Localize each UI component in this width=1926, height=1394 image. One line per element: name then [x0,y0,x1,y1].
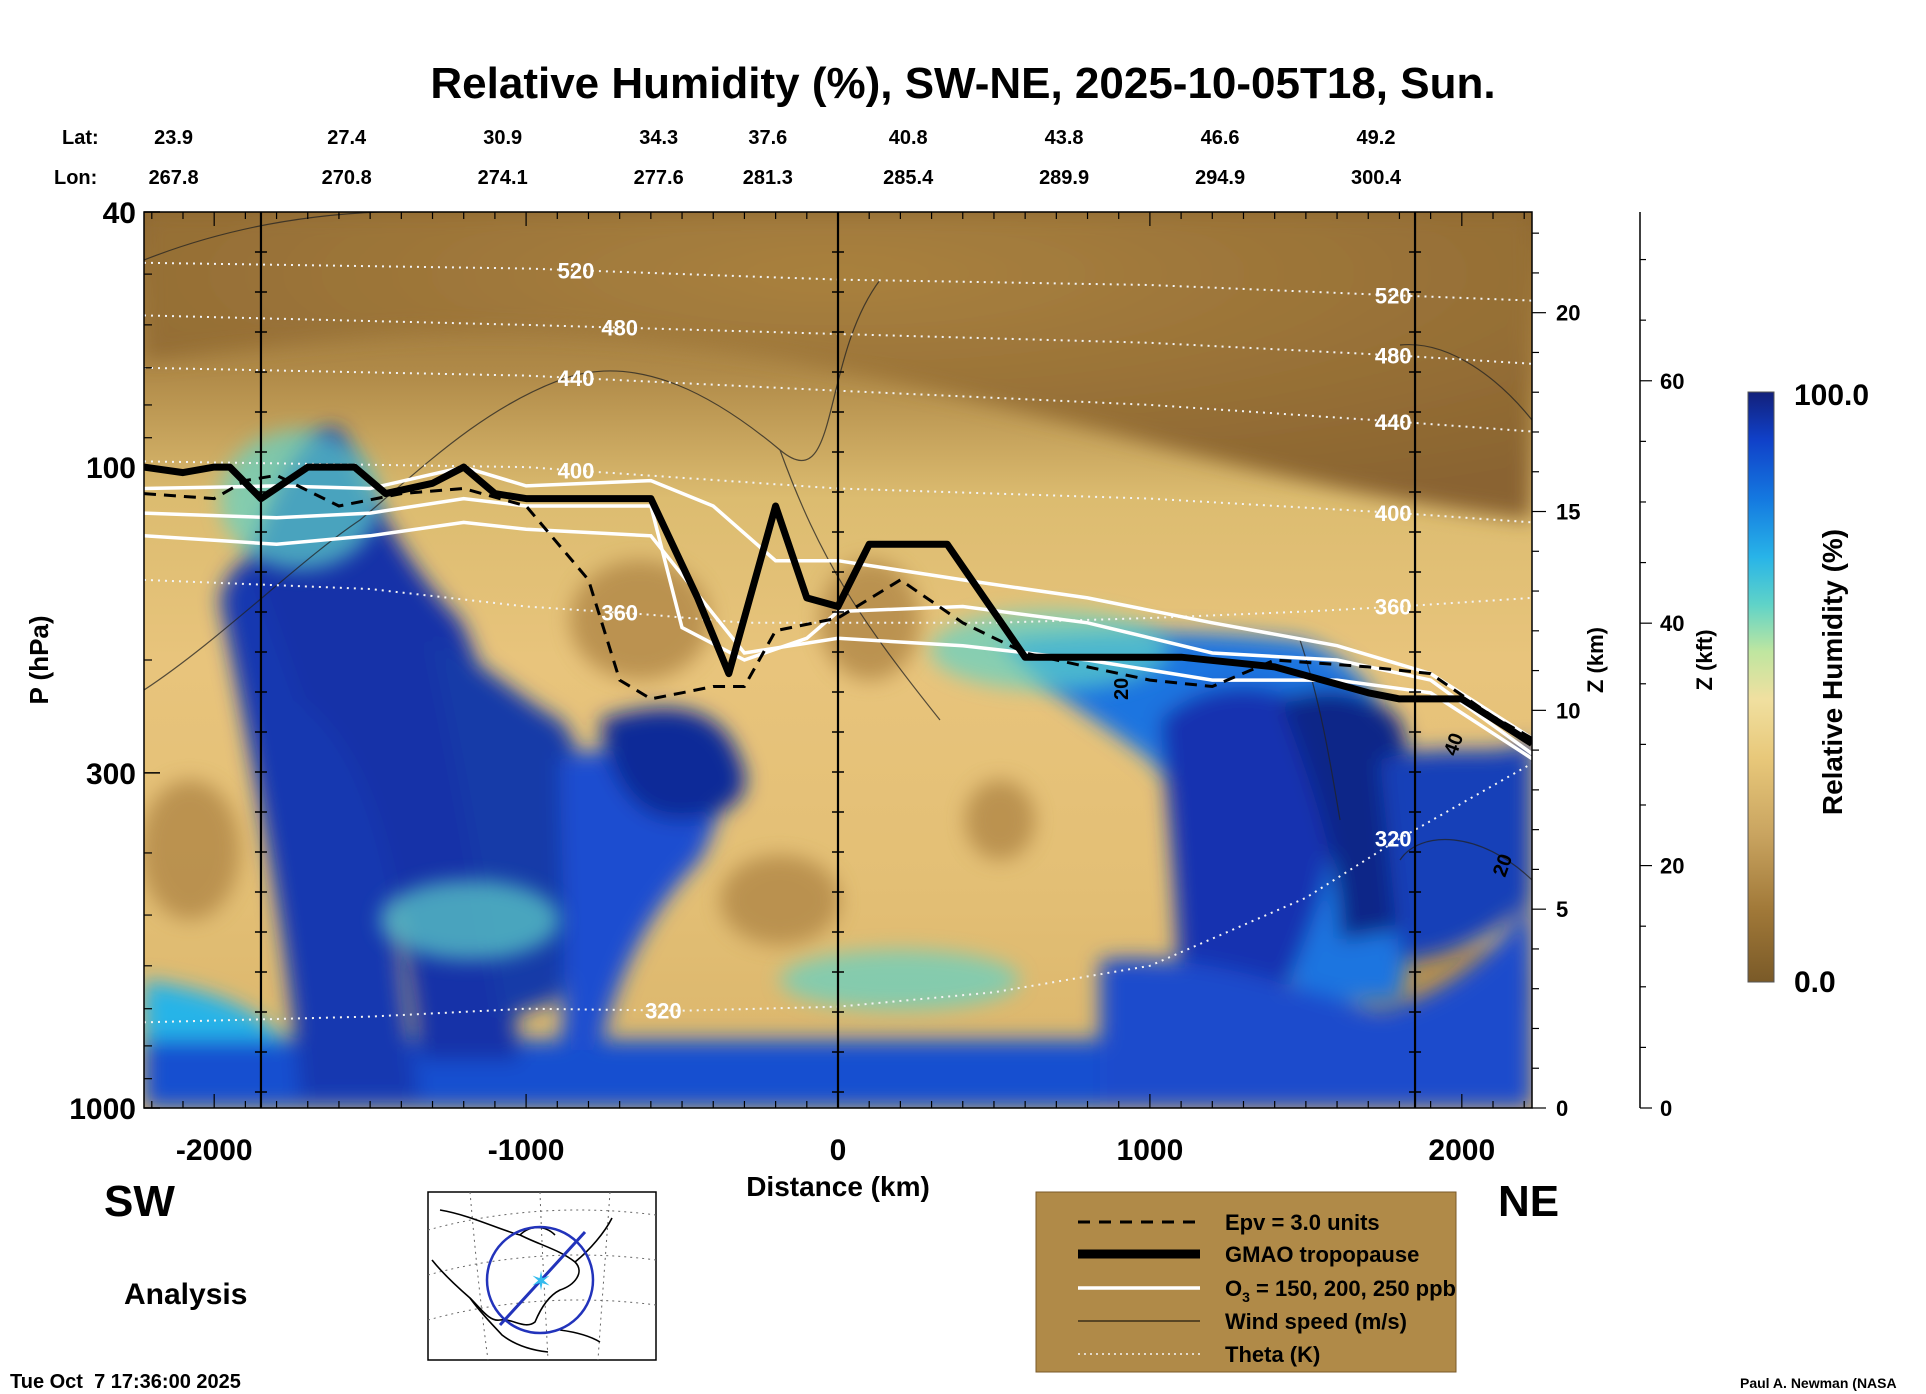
chart-title: Relative Humidity (%), SW-NE, 2025-10-05… [430,59,1495,108]
z-kft-axis-label: Z (kft) [1692,629,1717,690]
legend-label-o3-base: O [1225,1276,1242,1301]
theta-label-right-360: 360 [1375,595,1412,620]
zkm-tick-label-3: 15 [1556,500,1580,525]
tropopause-line [144,463,1532,747]
zkm-tick-label-4: 20 [1556,301,1580,326]
x-tick-label-2: 0 [830,1134,847,1167]
theta-label-400: 400 [558,459,595,484]
analysis-label: Analysis [124,1278,247,1311]
legend-label-o3-rest: = 150, 200, 250 ppb [1250,1276,1456,1301]
z-km-axis-label: Z (km) [1583,627,1608,693]
theta-label-right-320: 320 [1375,827,1412,852]
lon-value-5: 285.4 [883,167,934,189]
zkm-tick-label-1: 5 [1556,897,1568,922]
theta-label-right-520: 520 [1375,284,1412,309]
x-axis: -2000 -1000 0 1000 2000 [151,212,1525,1167]
z-km-axis: 0 5 10 15 20 [1532,232,1580,1121]
colorbar: 100.0 0.0 Relative Humidity (%) [1747,379,1869,999]
locator-map-coastlines [431,1209,613,1353]
y-tick-label-3: 1000 [69,1093,136,1126]
colorbar-min-label: 0.0 [1794,966,1836,999]
y-tick-label-2: 300 [86,758,136,791]
theta-line-360 [144,578,1532,624]
zkft-tick-label-1: 20 [1660,854,1684,879]
x-tick-label-0: -2000 [176,1134,253,1167]
legend: Epv = 3.0 units GMAO tropopause O3 = 150… [1035,1191,1457,1373]
credit: Paul A. Newman (NASA [1740,1375,1897,1391]
x-tick-label-1: -1000 [488,1134,565,1167]
legend-label-wind: Wind speed (m/s) [1225,1309,1407,1334]
theta-label-440: 440 [558,366,595,391]
theta-label-480: 480 [601,316,638,341]
z-kft-axis: 0 20 40 60 [1639,212,1684,1121]
locator-map-graticule [427,1191,657,1361]
legend-label-tropopause: GMAO tropopause [1225,1242,1419,1267]
theta-label-right-440: 440 [1375,410,1412,435]
ne-label: NE [1498,1177,1559,1226]
legend-label-epv: Epv = 3.0 units [1225,1210,1380,1235]
zkft-tick-label-2: 40 [1660,611,1684,636]
lat-value-6: 43.8 [1045,127,1084,149]
lat-value-5: 40.8 [889,127,928,149]
section-reference-lines [254,212,1422,1108]
zkft-tick-label-0: 0 [1660,1096,1672,1121]
lon-label: Lon: [54,167,97,189]
theta-label-320: 320 [645,999,682,1024]
lon-value-3: 277.6 [634,167,684,189]
lon-value-1: 270.8 [322,167,372,189]
timestamp: Tue Oct 7 17:36:00 2025 [10,1371,241,1393]
wind-speed-label-20a: 20 [1111,678,1133,700]
zkft-tick-label-3: 60 [1660,369,1684,394]
locator-map-section-line [498,1230,587,1327]
y-axis: 40 100 300 1000 [69,197,160,1126]
lat-value-8: 49.2 [1357,127,1396,149]
x-tick-label-4: 2000 [1428,1134,1495,1167]
rh-moist-plumes [144,428,1532,1108]
locator-map: ✶ [427,1191,657,1361]
lat-lon-values: 23.9 267.8 27.4 270.8 30.9 274.1 34.3 277.6 37.6… [149,127,1402,189]
lon-value-2: 274.1 [478,167,528,189]
legend-label-o3-sub: 3 [1242,1289,1250,1305]
lon-value-8: 300.4 [1351,167,1402,189]
lat-value-3: 34.3 [639,127,678,149]
lon-value-4: 281.3 [743,167,793,189]
sw-label: SW [104,1177,175,1226]
legend-label-o3: O3 = 150, 200, 250 ppb [1225,1276,1456,1305]
lon-value-7: 294.9 [1195,167,1245,189]
theta-label-360: 360 [601,601,638,626]
locator-map-range-circle [485,1225,595,1335]
lat-value-7: 46.6 [1201,127,1240,149]
lon-value-0: 267.8 [149,167,199,189]
theta-label-520: 520 [558,258,595,283]
lat-value-4: 37.6 [748,127,787,149]
lat-value-1: 27.4 [327,127,367,149]
zkm-tick-label-2: 10 [1556,698,1580,723]
epv-line [144,473,1532,740]
lat-label: Lat: [62,127,99,149]
lat-value-2: 30.9 [483,127,522,149]
overlay-lines [144,261,1532,1024]
theta-label-right-400: 400 [1375,501,1412,526]
x-tick-label-3: 1000 [1117,1134,1184,1167]
y-tick-label-1: 100 [86,452,136,485]
zkm-tick-label-0: 0 [1556,1096,1568,1121]
lat-value-0: 23.9 [154,127,193,149]
o3-line-250 [144,465,1532,740]
colorbar-max-label: 100.0 [1794,379,1869,412]
lon-value-6: 289.9 [1039,167,1089,189]
theta-label-right-480: 480 [1375,344,1412,369]
legend-label-theta: Theta (K) [1225,1342,1320,1367]
y-tick-label-0: 40 [103,197,136,230]
colorbar-title: Relative Humidity (%) [1817,529,1848,815]
x-axis-label: Distance (km) [746,1171,930,1202]
colorbar-bar [1747,391,1775,983]
locator-map-center-marker: ✶ [530,1266,552,1296]
y-axis-label: P (hPa) [24,615,54,704]
